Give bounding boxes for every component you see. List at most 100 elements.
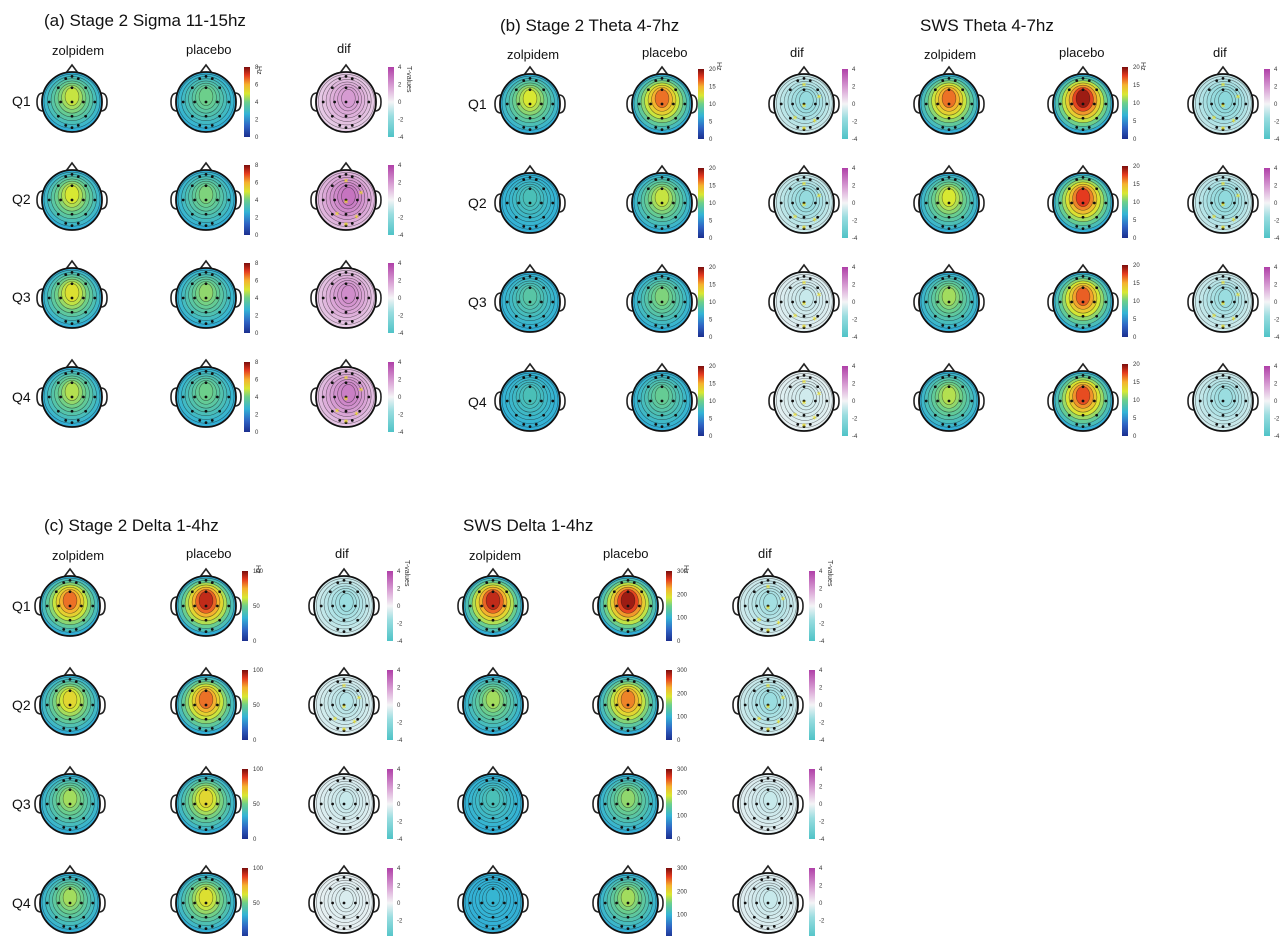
- colorbar-tick-label: 2: [819, 686, 823, 692]
- ear-outline: [977, 94, 985, 114]
- colorbar-tick-label: 2: [819, 587, 823, 593]
- ear-outline: [310, 387, 318, 407]
- electrode-dot: [534, 376, 538, 380]
- electrode-dot: [760, 825, 764, 829]
- colorbar-tick-label: 2: [255, 118, 259, 124]
- nose-outline: [337, 765, 351, 776]
- colorbar-tick-label: 4: [397, 866, 401, 872]
- ear-outline: [170, 387, 178, 407]
- colorbar-tick-label: 0: [397, 901, 401, 907]
- significance-marker: *: [342, 727, 347, 737]
- colorbar-tick-label: 0: [397, 802, 401, 808]
- electrode-dot: [321, 198, 325, 202]
- colorbar-tick-label: 10: [1133, 200, 1140, 206]
- scalp-outline: [918, 73, 980, 135]
- electrode-dot: [330, 86, 334, 90]
- electrode-dot: [336, 581, 340, 585]
- electrode-dot: [344, 198, 348, 202]
- panel-c-title: (c) Stage 2 Delta 1-4hz: [44, 516, 219, 535]
- electrode-dot: [338, 77, 342, 81]
- colorbar-tick-label: -4: [398, 430, 404, 436]
- electrode-dot: [62, 726, 66, 730]
- colorbar-tick-label: 2: [819, 884, 823, 890]
- colorbar-tick-label: 0: [852, 102, 856, 108]
- electrode-dot: [766, 630, 770, 634]
- electrode-dot: [367, 198, 371, 202]
- electrode-dot: [333, 395, 336, 399]
- electrode-dot: [947, 286, 951, 290]
- colorbar-tick-label: 2: [397, 884, 401, 890]
- significance-marker: *: [352, 719, 357, 729]
- electrode-dot: [491, 927, 495, 931]
- ear-outline: [234, 893, 242, 913]
- electrode-dot: [933, 187, 937, 191]
- colorbar-tick-label: 300: [677, 767, 688, 773]
- electrode-dot: [82, 590, 86, 594]
- tvalue-colorbar: [387, 868, 393, 936]
- electrode-dot: [551, 201, 555, 205]
- electrode-dot: [62, 825, 66, 829]
- electrode-dot: [59, 395, 62, 399]
- significance-marker: *: [802, 423, 807, 433]
- electrode-dot: [64, 123, 68, 127]
- electrode-dot: [342, 828, 346, 832]
- scalp-outline: [39, 674, 101, 736]
- electrode-dot: [816, 314, 820, 318]
- electrode-dot: [1207, 286, 1211, 290]
- electrode-dot: [227, 100, 231, 104]
- electrode-dot: [1233, 102, 1236, 106]
- electrode-dot: [1081, 187, 1085, 191]
- electrode-dot: [961, 88, 965, 92]
- electrode-dot: [57, 901, 60, 905]
- colorbar-tick-label: -4: [398, 135, 404, 141]
- colorbar-tick-label: 0: [1133, 236, 1137, 242]
- electrode-dot: [534, 224, 538, 228]
- tvalue-colorbar: [842, 69, 848, 139]
- electrode-dot: [743, 703, 747, 707]
- electrode-dot: [528, 215, 532, 219]
- electrode-dot: [1075, 125, 1079, 129]
- nose-outline: [761, 864, 775, 875]
- electrode-dot: [204, 172, 208, 176]
- electrode-dot: [204, 915, 208, 919]
- electrode-dot: [603, 802, 607, 806]
- electrode-dot: [1235, 116, 1239, 120]
- electrode-dot: [660, 300, 664, 304]
- electrode-dot: [1207, 215, 1211, 219]
- electrode-dot: [356, 689, 360, 693]
- colorbar-tick-label: 6: [255, 378, 259, 384]
- scalp-outline: [499, 370, 561, 432]
- electrode-dot: [947, 314, 951, 318]
- electrode-dot: [808, 224, 812, 228]
- electrode-dot: [210, 319, 214, 323]
- colorbar-tick-label: 2: [397, 785, 401, 791]
- electrode-dot: [227, 296, 231, 300]
- electrode-dot: [522, 277, 526, 281]
- electrode-dot: [683, 399, 687, 403]
- electrode-dot: [514, 314, 518, 318]
- row-label-q2: Q2: [468, 195, 487, 211]
- tvalue-colorbar: [1264, 168, 1270, 238]
- electrode-dot: [328, 717, 332, 721]
- row-label-q3: Q3: [12, 796, 31, 812]
- electrode-dot: [331, 901, 334, 905]
- electrode-dot: [646, 88, 650, 92]
- row-label-q1: Q1: [12, 598, 31, 614]
- electrode-dot: [1215, 79, 1219, 83]
- electrode-dot: [755, 901, 758, 905]
- tvalue-colorbar: [1264, 69, 1270, 139]
- electrode-dot: [350, 319, 354, 323]
- electrode-dot: [1087, 277, 1091, 281]
- electrode-dot: [181, 395, 185, 399]
- electrode-dot: [1207, 413, 1211, 417]
- ear-outline: [558, 94, 566, 114]
- electrode-dot: [80, 703, 83, 707]
- electrode-dot: [190, 689, 194, 693]
- electrode-dot: [1081, 373, 1085, 377]
- electrode-dot: [350, 123, 354, 127]
- electrode-dot: [612, 717, 616, 721]
- ear-outline: [457, 596, 465, 616]
- electrode-dot: [947, 399, 951, 403]
- topomap-placebo: [626, 65, 698, 135]
- electrode-dot: [540, 201, 543, 205]
